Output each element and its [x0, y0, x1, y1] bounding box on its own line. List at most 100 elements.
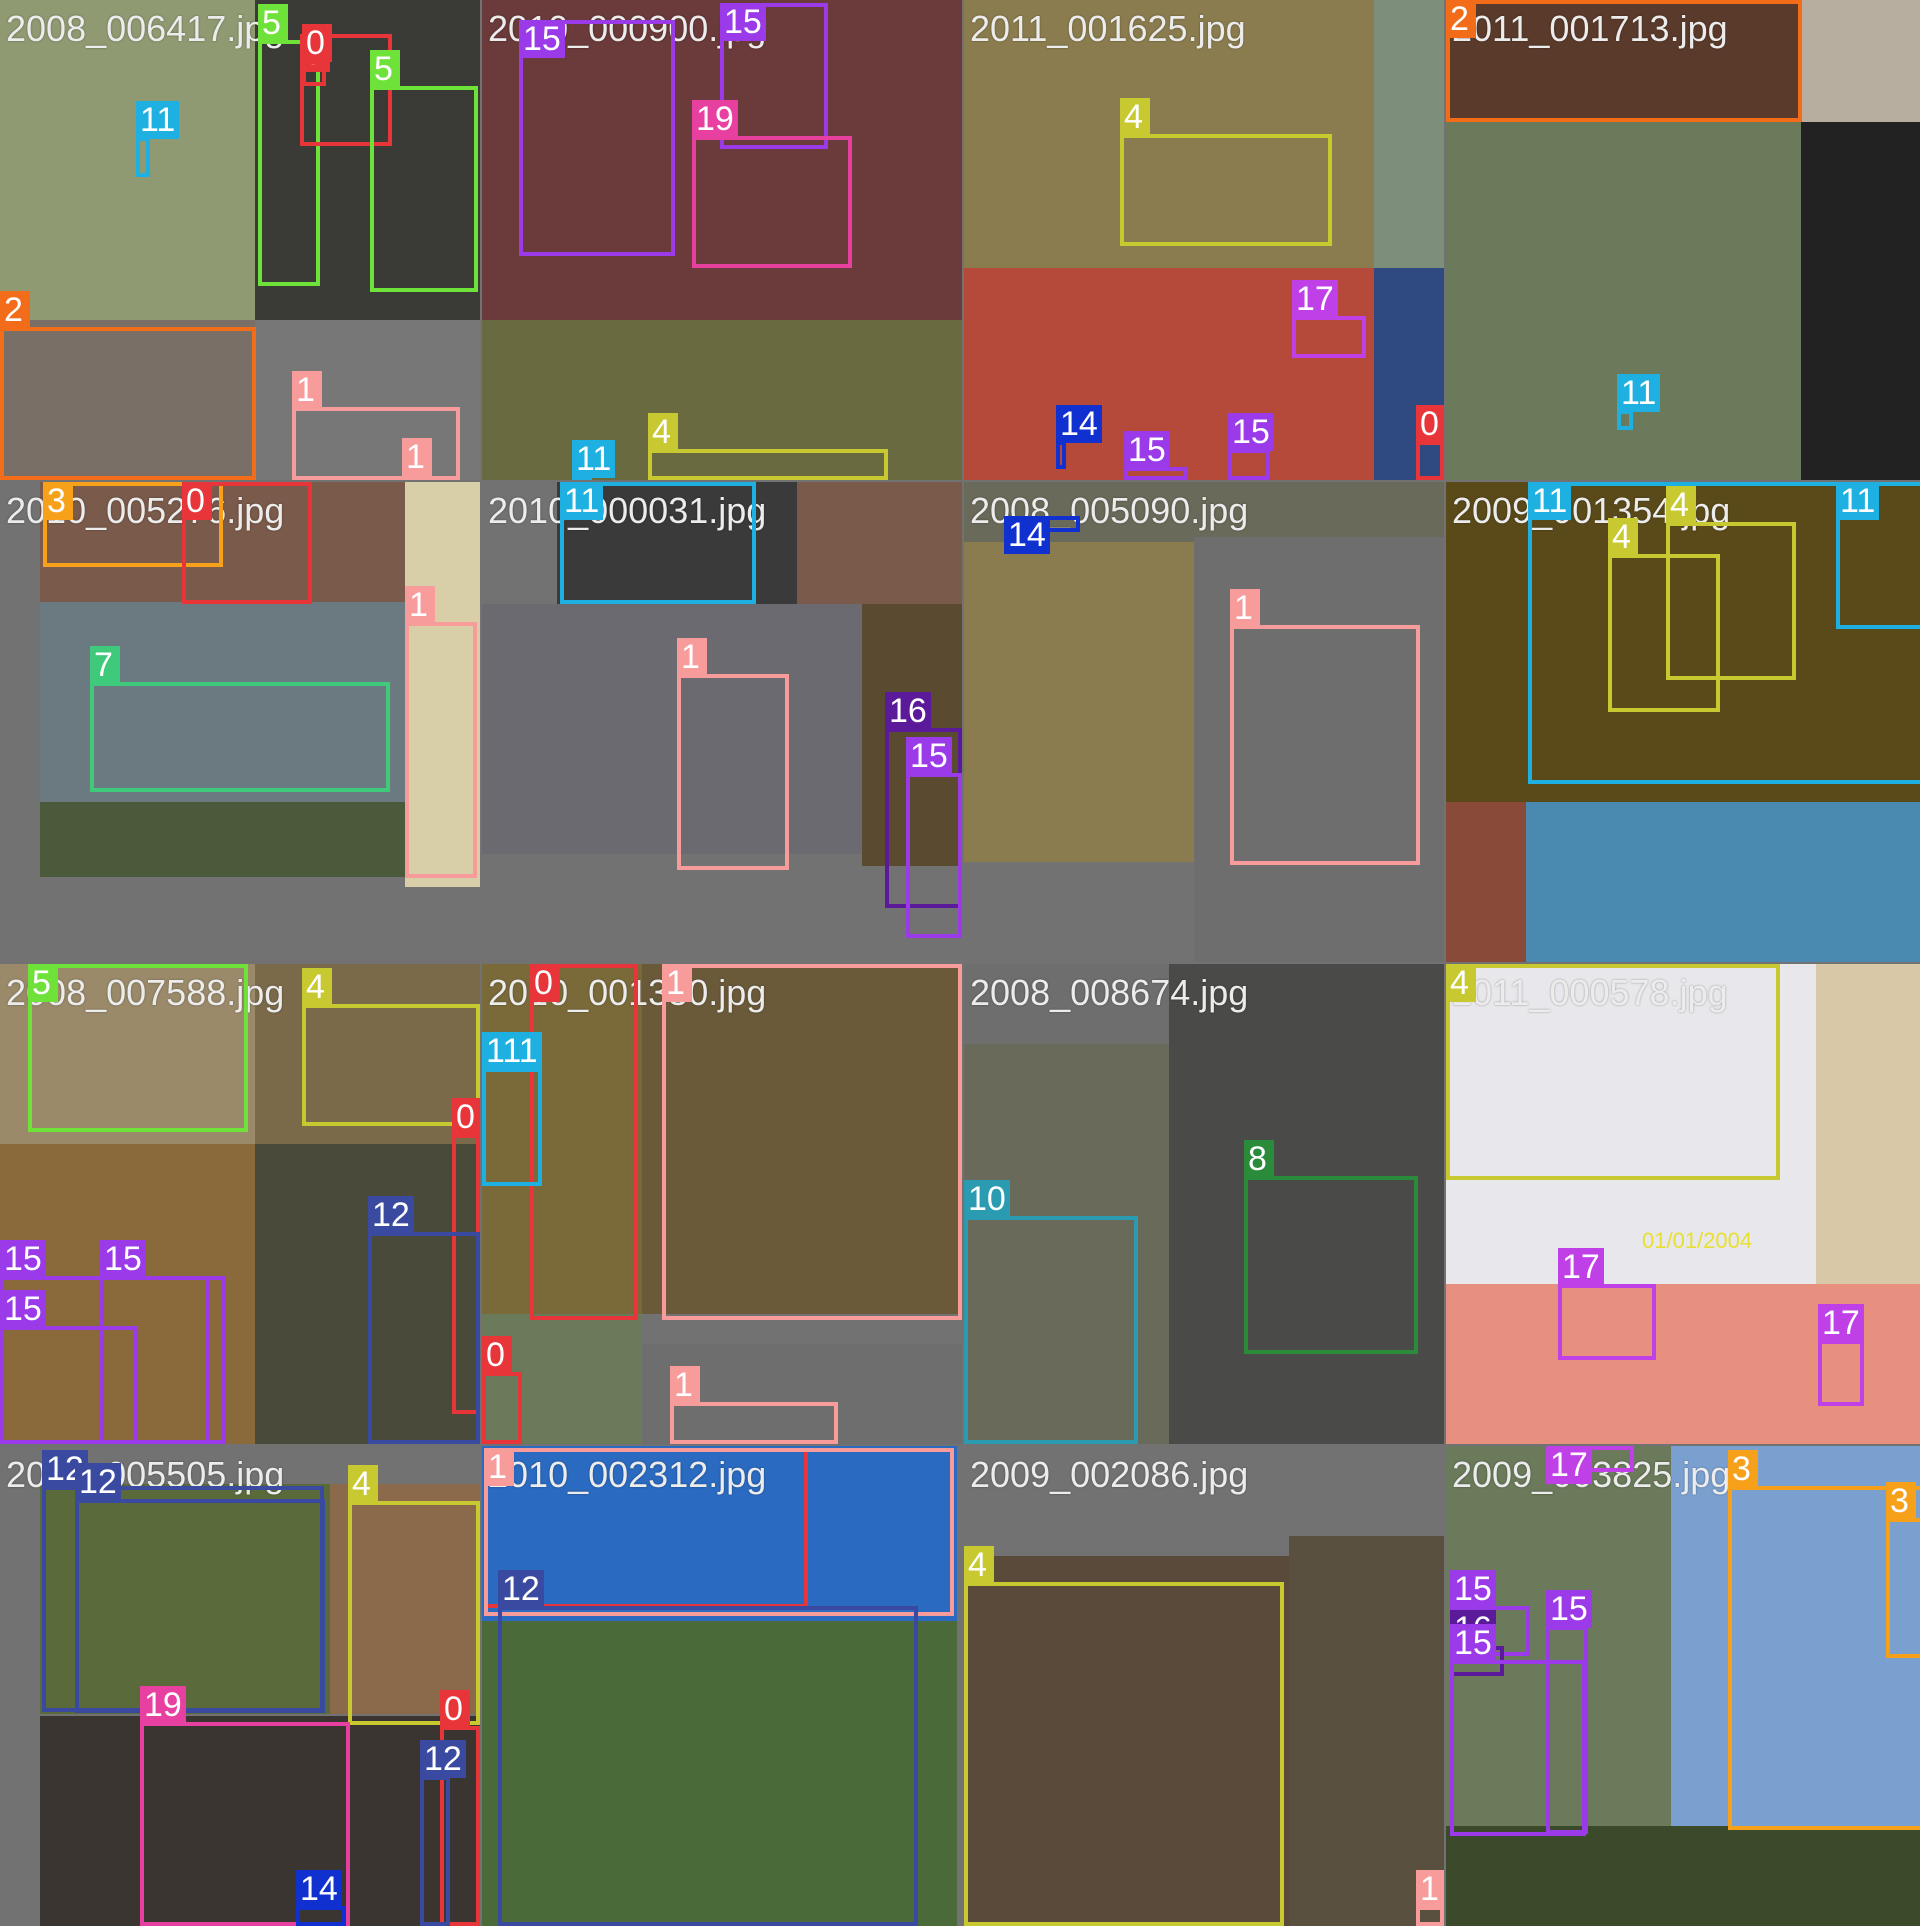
bounding-box: 3	[1886, 1482, 1920, 1658]
image-region	[1289, 1536, 1444, 1926]
image-region	[862, 604, 962, 866]
image-region	[964, 1556, 1289, 1926]
bounding-box: 4	[348, 1465, 480, 1725]
box-class-label: 2	[0, 291, 30, 329]
box-class-label: 19	[140, 1686, 186, 1724]
box-class-label: 4	[1446, 964, 1476, 1002]
image-region	[1374, 0, 1444, 268]
box-class-label: 3	[1886, 1482, 1916, 1520]
box-class-label: 15	[519, 20, 565, 58]
image-region	[330, 1484, 480, 1714]
bounding-box: 1	[402, 438, 432, 480]
box-class-label: 0	[182, 482, 212, 520]
bounding-box: 15	[1546, 1590, 1592, 1834]
image-region	[1446, 964, 1816, 1284]
box-class-label: 1	[677, 638, 707, 676]
box-class-label: 17	[1818, 1304, 1864, 1342]
box-class-label: 0	[302, 24, 332, 62]
bounding-box: 111	[482, 1032, 542, 1186]
bounding-box: 0	[530, 964, 638, 1320]
image-tile: 2009_001354.jpg 11 4 4 11	[1446, 482, 1920, 962]
image-region	[797, 482, 962, 604]
bounding-box: 15	[519, 20, 675, 256]
bounding-box: 1	[405, 586, 477, 878]
box-class-label: 15	[906, 737, 952, 775]
bounding-box: 11	[560, 482, 756, 604]
image-region	[0, 0, 255, 320]
image-region	[1801, 122, 1920, 480]
box-class-label: 14	[1004, 516, 1050, 554]
image-region	[40, 1484, 330, 1714]
bounding-box: 1	[1230, 589, 1420, 865]
bounding-box: 17	[1818, 1304, 1864, 1406]
bounding-box: 5	[28, 964, 248, 1132]
box-class-label: 19	[692, 100, 738, 138]
bounding-box: 3	[43, 482, 223, 567]
tile-filename: 2011_000578.jpg	[1452, 972, 1728, 1013]
image-tile: 2008_008674.jpg 10 8	[964, 964, 1444, 1444]
image-region	[1446, 122, 1801, 480]
image-tile: 2010_000031.jpg 11 1 16 15	[482, 482, 962, 962]
bounding-box: 0	[482, 1336, 522, 1444]
bounding-box: 3	[1728, 1450, 1920, 1830]
bounding-box: 8	[1244, 1140, 1418, 1354]
box-class-label: 1	[670, 1366, 700, 1404]
image-tile: 2009_002086.jpg 4 1	[964, 1446, 1444, 1926]
box-class-label: 0	[530, 964, 560, 1002]
box-class-label: 1	[292, 371, 322, 409]
image-region	[1169, 964, 1444, 1444]
tile-filename: 2011_001625.jpg	[970, 8, 1246, 49]
box-class-label: 1	[402, 438, 432, 476]
image-region	[482, 964, 642, 1314]
tile-filename: 2011_001713.jpg	[1452, 8, 1728, 49]
bounding-box: 19	[692, 100, 852, 268]
tile-filename: 2009_002086.jpg	[970, 1454, 1249, 1495]
bounding-box: 5	[258, 4, 320, 286]
bounding-box: 7	[90, 646, 390, 792]
box-class-label: 10	[964, 1180, 1010, 1218]
box-class-label: 11	[1528, 482, 1572, 520]
box-class-label: 4	[1608, 518, 1638, 556]
image-region	[1446, 1826, 1920, 1926]
bounding-box: 15	[906, 737, 962, 938]
bounding-box: 14	[1056, 405, 1102, 469]
bounding-box: 5	[370, 50, 478, 292]
bounding-box: 11	[1617, 374, 1661, 430]
bounding-box: 1	[484, 1448, 954, 1616]
bounding-box: 17	[1292, 280, 1366, 358]
box-class-label: 15	[0, 1290, 46, 1328]
box-class-label: 3	[1728, 1450, 1758, 1488]
bounding-box: 15	[1450, 1624, 1586, 1836]
image-region	[482, 604, 862, 854]
bounding-box: 4	[1608, 518, 1720, 712]
box-class-label: 1	[405, 586, 435, 624]
bounding-box: 11	[136, 101, 180, 177]
image-tile: 2010_000900.jpg 15 15 19 4 11	[482, 0, 962, 480]
image-region	[40, 1716, 480, 1926]
bounding-box: 17	[1558, 1248, 1656, 1360]
box-class-label: 0	[482, 1336, 512, 1374]
bounding-box: 11	[1836, 482, 1920, 629]
box-class-label: 12	[368, 1196, 414, 1234]
box-class-label: 14	[1056, 405, 1102, 443]
image-tile: 2010_002312.jpg0112	[482, 1446, 962, 1926]
bounding-box: 1	[292, 371, 460, 480]
box-class-label: 12	[498, 1570, 544, 1608]
box-class-label: 4	[348, 1465, 378, 1503]
box-class-label: 1	[484, 1448, 514, 1486]
image-region	[1526, 802, 1920, 962]
box-class-label: 3	[43, 482, 73, 520]
bounding-box: 15	[1228, 413, 1274, 480]
bounding-box: 4	[1666, 486, 1796, 680]
box-class-label: 17	[1546, 1446, 1592, 1484]
box-class-label: 11	[1617, 374, 1661, 412]
bounding-box: 4	[648, 413, 888, 480]
image-region	[1671, 1446, 1920, 1846]
bounding-box: 15	[0, 1290, 138, 1444]
box-class-label: 4	[302, 968, 332, 1006]
bounding-box: 4	[302, 968, 480, 1126]
bounding-box: 12	[420, 1740, 466, 1926]
image-region	[964, 542, 1194, 862]
image-region	[482, 1446, 957, 1621]
box-class-label: 15	[1546, 1590, 1592, 1628]
